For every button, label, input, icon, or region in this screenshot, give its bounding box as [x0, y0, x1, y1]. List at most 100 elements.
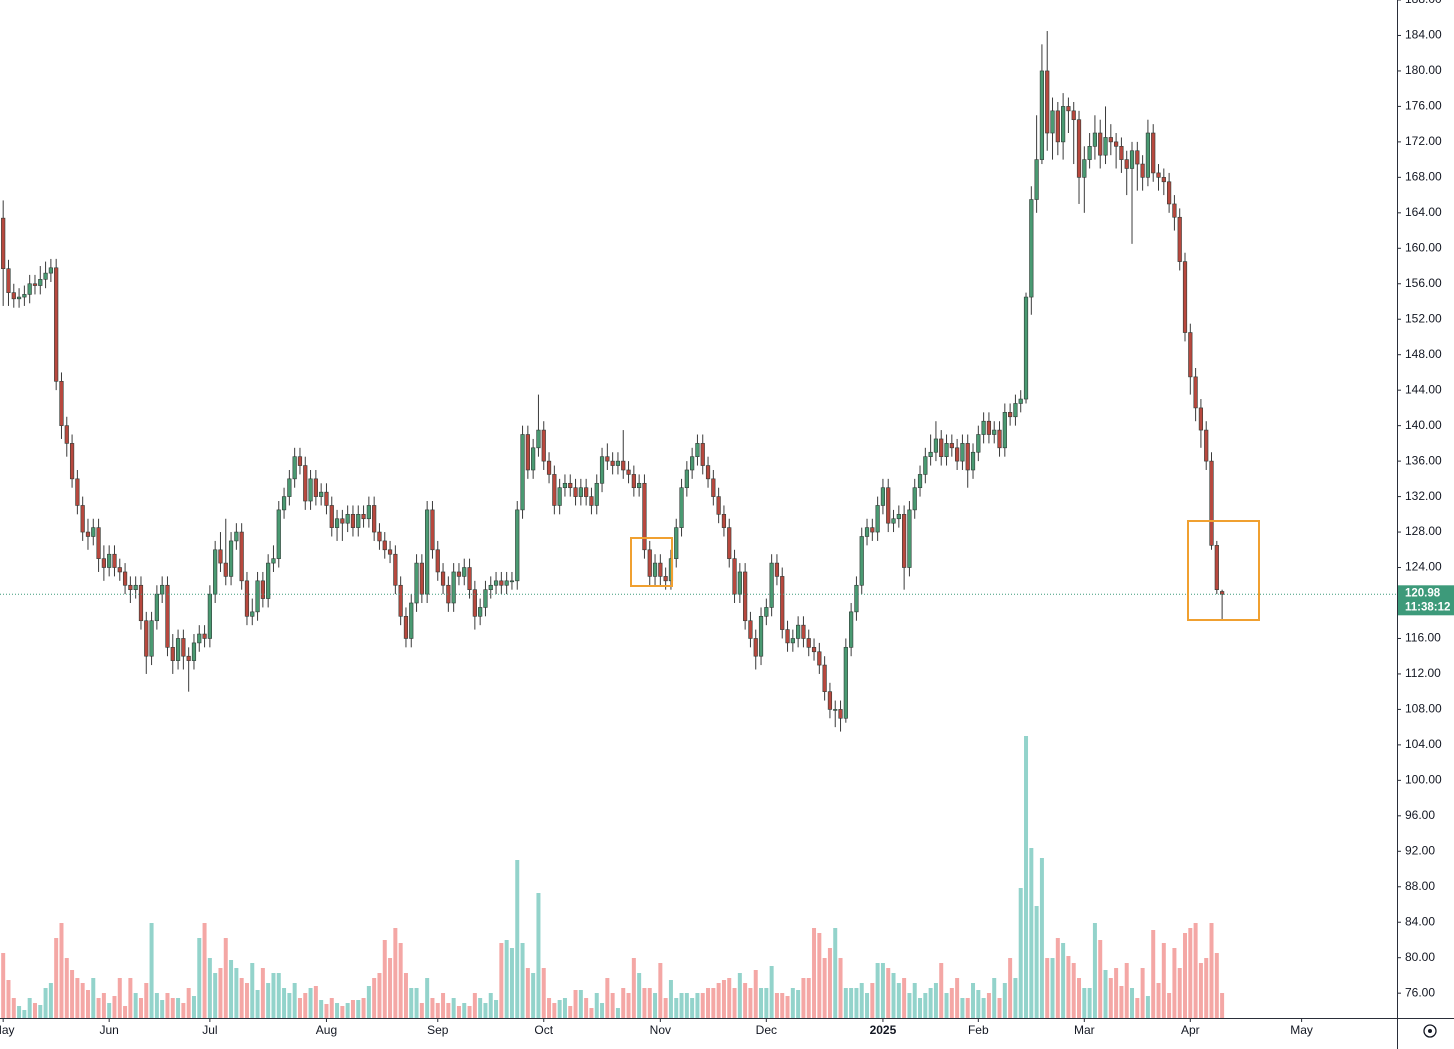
candle-body: [711, 478, 716, 497]
volume-bar: [1135, 998, 1140, 1018]
candle-body: [27, 283, 32, 295]
volume-bar: [467, 1006, 472, 1018]
candle-body: [281, 496, 287, 511]
candle-body: [917, 474, 923, 489]
volume-bar: [64, 958, 69, 1018]
volume-bar: [748, 988, 753, 1018]
x-tick-label: Jul: [202, 1023, 217, 1037]
candle-body: [716, 496, 721, 515]
candle-body: [366, 505, 371, 520]
volume-bar: [451, 998, 456, 1018]
volume-bar: [154, 993, 159, 1018]
volume-bar: [1077, 978, 1082, 1018]
candle-body: [1018, 398, 1023, 404]
x-tick-label: May: [1290, 1023, 1313, 1037]
volume-bar: [165, 993, 170, 1018]
volume-bar: [716, 983, 721, 1018]
candle-body: [658, 562, 663, 577]
candle-body: [541, 429, 546, 462]
candle-body: [986, 420, 992, 435]
volume-bar: [244, 983, 249, 1018]
candle-body: [1092, 132, 1098, 147]
candle-body: [960, 443, 965, 462]
volume-bar: [541, 968, 546, 1018]
candle-body: [838, 709, 843, 719]
candle-body: [780, 576, 785, 630]
candle-body: [875, 505, 880, 533]
volume-bar: [631, 958, 636, 1018]
volume-bar: [96, 998, 101, 1018]
candle-body: [478, 607, 483, 617]
volume-bar: [335, 1003, 340, 1018]
candle-body: [705, 465, 711, 480]
volume-bar: [817, 933, 822, 1018]
volume-bar: [1172, 948, 1177, 1018]
candle-body: [308, 478, 313, 502]
candle-body: [912, 487, 917, 511]
candle-body: [822, 664, 827, 692]
candle-body: [107, 553, 112, 568]
y-tick-label: 112.00: [1405, 666, 1441, 680]
volume-bar: [1124, 963, 1129, 1018]
volume-bar: [191, 996, 196, 1018]
candle-body: [91, 527, 96, 537]
volume-bar: [589, 1008, 594, 1018]
candle-body: [1129, 150, 1135, 169]
candle-body: [732, 558, 737, 595]
candle-body: [970, 451, 976, 471]
volume-bar: [700, 993, 705, 1018]
candle-body: [1, 217, 6, 269]
candle-body: [1002, 412, 1007, 449]
y-tick-label: 160.00: [1405, 240, 1442, 254]
candle-body: [250, 611, 255, 617]
candle-body: [244, 580, 250, 617]
volume-bar: [329, 998, 334, 1018]
candle-body: [1209, 460, 1214, 546]
settings-icon[interactable]: [1423, 1024, 1437, 1038]
highlight-box: [1187, 520, 1260, 621]
candle-body: [727, 527, 732, 559]
candle-body: [610, 460, 615, 466]
y-tick-label: 148.00: [1405, 347, 1442, 361]
volume-bar: [377, 973, 382, 1018]
candle-body: [117, 567, 122, 573]
candle-body: [695, 443, 700, 457]
candle-body: [218, 549, 223, 564]
volume-bar: [939, 963, 944, 1018]
volume-bar: [462, 1003, 467, 1018]
volume-bar: [1092, 923, 1097, 1018]
candle-body: [138, 584, 144, 622]
volume-bar: [504, 940, 509, 1018]
volume-bar: [297, 998, 302, 1018]
candle-body: [546, 460, 552, 475]
volume-bar: [1167, 993, 1172, 1018]
candle-body: [509, 580, 515, 583]
candle-body: [1198, 407, 1204, 431]
y-tick-label: 140.00: [1405, 418, 1442, 432]
volume-bar: [1082, 988, 1087, 1018]
volume-bar: [1039, 858, 1044, 1018]
candle-body: [769, 562, 774, 608]
candle-body: [403, 615, 409, 639]
candle-body: [944, 443, 949, 457]
volume-bar: [785, 996, 790, 1018]
volume-bar: [838, 958, 843, 1018]
volume-bar: [91, 978, 96, 1018]
y-tick-label: 108.00: [1405, 702, 1442, 716]
volume-bar: [653, 993, 658, 1018]
volume-bar: [483, 1003, 488, 1018]
volume-bar: [1108, 978, 1113, 1018]
volume-bar: [207, 958, 212, 1018]
candle-body: [981, 420, 986, 435]
x-tick-label: 2025: [870, 1023, 897, 1037]
volume-bar: [382, 940, 387, 1018]
x-tick-label: Apr: [1181, 1023, 1200, 1037]
volume-bar: [1119, 986, 1124, 1018]
candle-body: [721, 514, 727, 528]
volume-bar: [1008, 958, 1013, 1018]
candle-body: [11, 292, 16, 300]
volume-bar: [896, 983, 901, 1018]
volume-bar: [626, 993, 631, 1018]
volume-bar: [1029, 848, 1034, 1018]
